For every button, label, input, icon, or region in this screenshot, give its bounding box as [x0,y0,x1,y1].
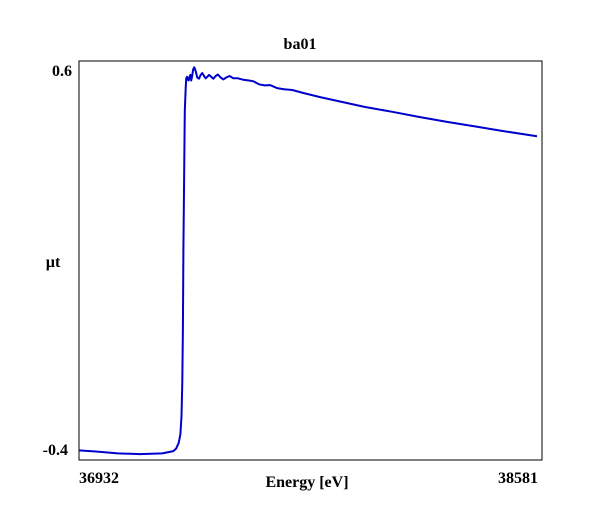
plot-frame [78,60,543,461]
series-line [78,66,538,456]
x-tick-label-min: 36932 [79,470,119,487]
x-tick-label-max: 38581 [498,470,538,487]
y-axis-label: µt [46,254,61,271]
x-axis-label: Energy [eV] [265,474,348,491]
chart-title: ba01 [284,36,317,53]
y-tick-label-max: 0.6 [52,63,72,80]
y-tick-label-min: -0.4 [43,442,68,459]
